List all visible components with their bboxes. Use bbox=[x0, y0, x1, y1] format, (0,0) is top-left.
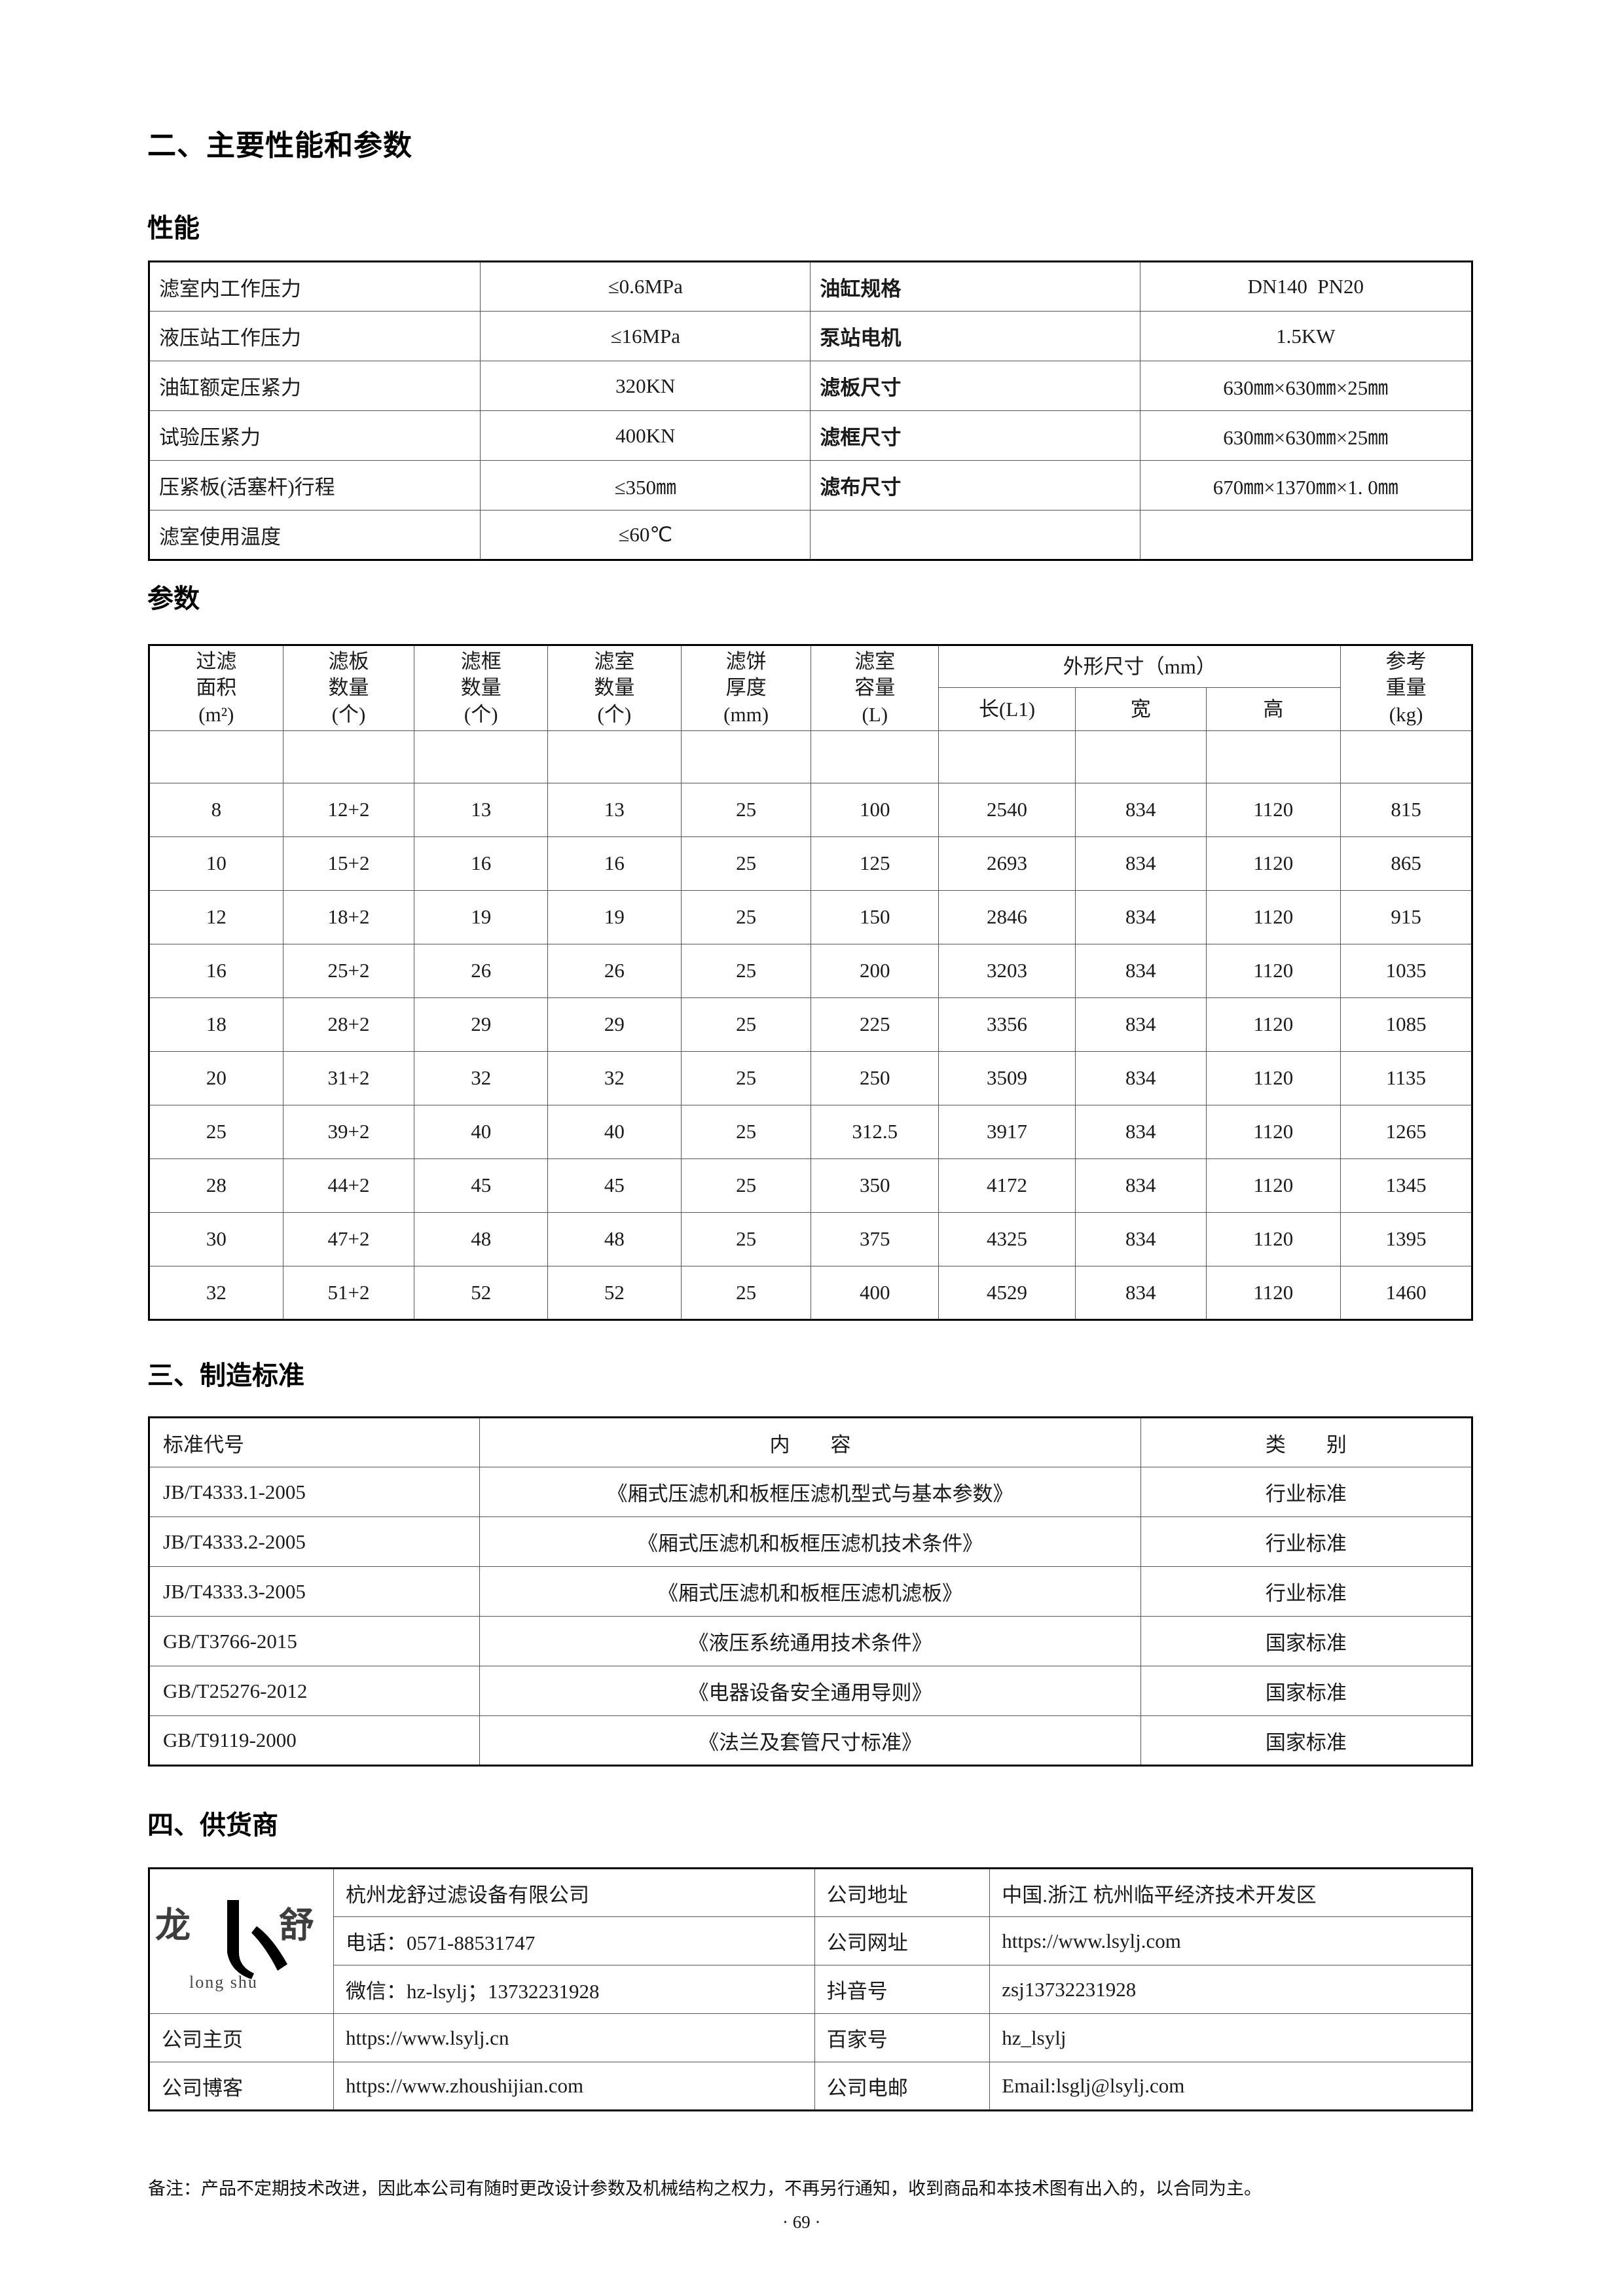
svg-text:long shu: long shu bbox=[189, 1973, 258, 1992]
svg-text:龙: 龙 bbox=[155, 1906, 191, 1945]
svg-text:舒: 舒 bbox=[279, 1906, 314, 1945]
